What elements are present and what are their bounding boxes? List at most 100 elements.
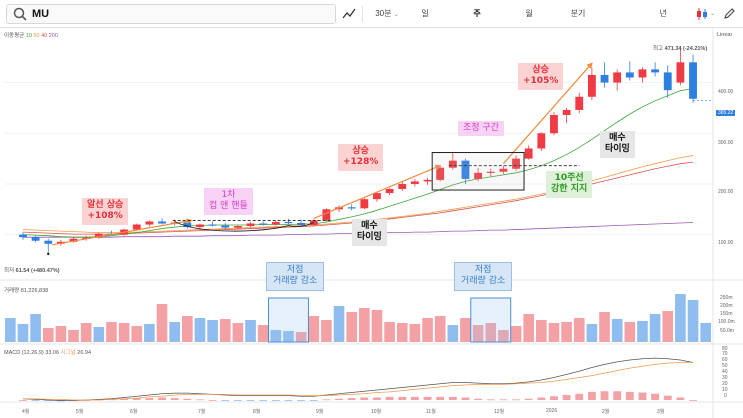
tab-year[interactable]: 년 [659, 9, 667, 18]
candle-body [461, 160, 470, 179]
search-icon [13, 7, 27, 21]
macd-tick: 60 [722, 357, 728, 363]
macd-tick: 30 [722, 375, 728, 381]
macd-histogram-bar [82, 400, 91, 401]
macd-histogram-bar [271, 400, 280, 401]
candle-body [145, 221, 154, 225]
price-tick: 300.00 [718, 140, 734, 146]
macd-histogram-bar [145, 398, 154, 400]
tab-quarter[interactable]: 분기 [570, 9, 586, 18]
volume-bar [17, 324, 29, 342]
ma-legend: 이동평균 10 50 40 200 [4, 31, 58, 39]
macd-histogram-bar [221, 400, 230, 401]
candle-body [221, 225, 230, 228]
volume-bar [599, 312, 610, 342]
macd-histogram-bar [613, 391, 622, 400]
volume-bar [485, 323, 497, 342]
chart-type-icon[interactable] [342, 7, 356, 21]
candle-body [360, 199, 369, 209]
volume-bar [93, 327, 105, 342]
volume-bar [346, 312, 357, 342]
macd-histogram-bar [158, 397, 166, 400]
macd-histogram-bar [461, 397, 470, 400]
candle-body [474, 172, 483, 179]
tab-day[interactable]: 일 [421, 9, 429, 18]
macd-tick: 40 [722, 369, 728, 375]
low-value: 61.54 (+480.47%) [15, 268, 60, 274]
tab-month[interactable]: 월 [525, 9, 533, 18]
macd-histogram-bar [44, 400, 53, 401]
month-tick: 5월 [76, 409, 84, 415]
candlestick-style-icon[interactable] [695, 7, 709, 21]
low-marker: 최저 61.54 (+480.47%) [4, 266, 60, 274]
volume-tick: 150m [720, 311, 733, 317]
candle-body [638, 69, 647, 78]
volume-bar [447, 325, 459, 342]
macd-histogram-bar [512, 399, 520, 401]
ma-period-40: 40 [41, 33, 48, 39]
month-tick: 4월 [22, 409, 30, 415]
volume-title: 거래량 81,226,838 [4, 288, 49, 294]
volume-bar [182, 316, 193, 342]
interval-label: 30분 [375, 9, 392, 18]
chevron-down-icon[interactable]: ⌄ [710, 11, 716, 17]
volume-bar [283, 331, 294, 342]
trend-arrow-2 [313, 164, 442, 219]
price-tick: 100.00 [718, 240, 734, 246]
low-volume-box-2 [470, 297, 512, 343]
macd-panel [19, 357, 697, 402]
tab-week[interactable]: 주 [473, 9, 481, 18]
volume-bar [194, 318, 206, 342]
annotation-low-volume-1: 저점 거래량 감소 [266, 262, 325, 291]
annotation-support: 10주선 강한 지지 [546, 171, 593, 198]
macd-signal-line [22, 362, 694, 401]
volume-bar [611, 319, 623, 342]
macd-histogram-bar [600, 391, 609, 400]
volume-bar [245, 320, 256, 342]
macd-histogram-bar [499, 399, 508, 401]
macd-histogram-bar [676, 397, 685, 400]
volume-bar [523, 314, 534, 342]
macd-histogram-bar [410, 396, 419, 400]
volume-bar [561, 322, 572, 342]
symbol-input[interactable] [32, 8, 312, 20]
candle-body [233, 226, 242, 228]
low-point-marker [47, 252, 50, 256]
candle-body [246, 223, 255, 227]
ma-period-10: 10 [25, 33, 32, 39]
macd-tick: 20 [722, 381, 728, 387]
volume-bar [649, 314, 661, 342]
volume-bar [232, 323, 244, 342]
candle-body [499, 168, 508, 172]
macd-histogram-bar [347, 398, 356, 400]
month-tick: 6월 [130, 409, 138, 415]
pencil-icon[interactable] [723, 7, 736, 20]
volume-bar [498, 330, 509, 342]
interval-select[interactable]: 30분 ⌄ [370, 0, 404, 28]
volume-bar [637, 321, 648, 342]
macd-histogram-bar [423, 396, 432, 400]
candle-body [663, 72, 672, 91]
scale-mode[interactable]: Linear [717, 32, 733, 38]
volume-tick: 100.0m [718, 319, 735, 325]
trend-arrow-1 [52, 218, 193, 246]
macd-histogram-bar [120, 398, 129, 400]
annotation-correction: 조정 구간 [458, 121, 504, 137]
candle-body [575, 96, 584, 110]
symbol-search[interactable] [6, 4, 336, 24]
annotation-rise-2: 상승 +128% [338, 144, 384, 171]
month-tick: 11월 [426, 409, 436, 415]
candle-body [69, 238, 78, 242]
chevron-down-icon: ⌄ [393, 12, 399, 18]
macd-histogram-bar [373, 397, 381, 400]
macd-histogram-bar [284, 400, 293, 401]
volume-bar [384, 322, 395, 342]
candle-body [600, 74, 609, 83]
macd-histogram-bar [132, 398, 141, 400]
candle-body [373, 193, 381, 200]
ma-period-50: 50 [33, 33, 40, 39]
macd-histogram-bar [309, 400, 318, 401]
candle-body [94, 233, 103, 238]
month-tick: 9월 [316, 409, 324, 415]
candle-body [676, 62, 685, 83]
